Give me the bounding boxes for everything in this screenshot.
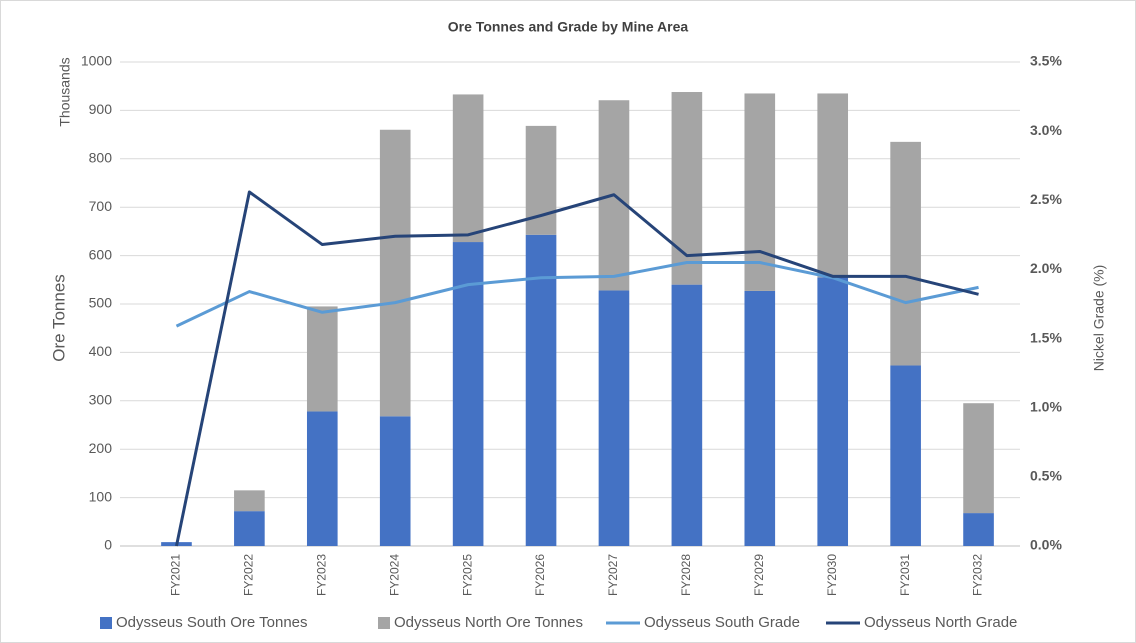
y-tick-label: 0 [104,537,112,553]
y2-tick-label: 1.5% [1030,329,1062,345]
bar [671,92,703,285]
y2-tick-label: 3.5% [1030,53,1062,69]
bar [234,511,265,546]
x-tick-label: FY2021 [169,554,183,596]
bar [744,93,776,291]
bar [963,513,994,546]
y-tick-label: 300 [89,392,113,408]
chart-title: Ore Tonnes and Grade by Mine Area [448,19,689,35]
y-unit: Thousands [57,57,73,126]
x-tick-label: FY2030 [825,554,839,596]
x-tick-label: FY2031 [898,554,912,596]
bar [890,365,921,546]
y-tick-label: 600 [89,246,113,262]
y2-tick-label: 3.0% [1030,122,1062,138]
x-tick-label: FY2024 [387,554,401,596]
legend-label: Odysseus North Ore Tonnes [394,614,583,631]
x-tick-label: FY2023 [314,554,328,596]
legend-label: Odysseus South Ore Tonnes [116,614,308,631]
y-tick-label: 900 [89,101,113,117]
bar [817,93,849,278]
y-tick-label: 500 [89,295,113,311]
x-tick-label: FY2028 [679,554,693,596]
y-tick-label: 100 [89,488,113,504]
y2-tick-label: 2.5% [1030,191,1062,207]
y-tick-label: 700 [89,198,113,214]
x-tick-label: FY2029 [752,554,766,596]
bar [890,141,921,366]
y-tick-label: 1000 [81,53,112,69]
bar [963,403,994,514]
y2-axis-label: Nickel Grade (%) [1091,265,1107,372]
x-tick-label: FY2025 [460,554,474,596]
bar [306,411,338,546]
bar [598,290,630,546]
x-tick-label: FY2022 [242,554,256,596]
bar [671,284,703,546]
bar [306,306,338,412]
bar [817,277,849,546]
y2-tick-label: 0.5% [1030,468,1062,484]
line-series [175,261,979,328]
y-axis-label: Ore Tonnes [49,274,68,362]
y2-tick-label: 0.0% [1030,537,1062,553]
legend-swatch [100,617,112,629]
legend-label: Odysseus North Grade [864,614,1017,631]
line-series [174,190,979,547]
bar [525,234,557,546]
y2-tick-label: 1.0% [1030,398,1062,414]
bar [452,94,484,243]
y-tick-label: 200 [89,440,113,456]
x-tick-label: FY2026 [533,554,547,596]
bar [744,290,776,546]
legend-swatch [378,617,390,629]
legend-label: Odysseus South Grade [644,614,800,631]
y-tick-label: 400 [89,343,113,359]
bar [379,129,411,417]
x-tick-label: FY2027 [606,554,620,596]
y2-tick-label: 2.0% [1030,260,1062,276]
y-tick-label: 800 [89,150,113,166]
bar [379,416,411,546]
bar [452,242,484,546]
bar [234,490,265,512]
x-tick-label: FY2032 [971,554,985,596]
